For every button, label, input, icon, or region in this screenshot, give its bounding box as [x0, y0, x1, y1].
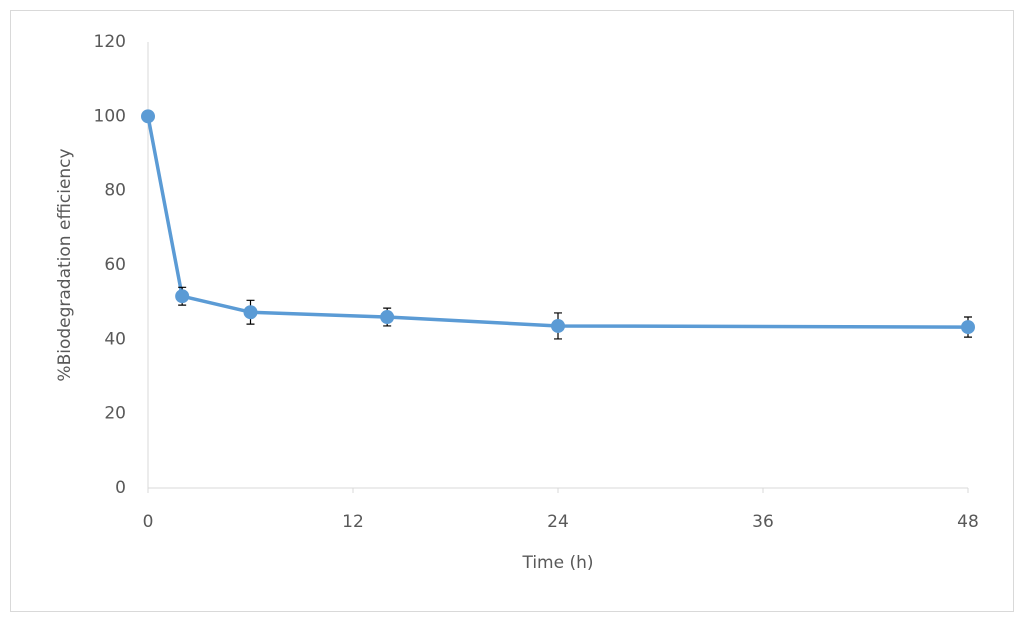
- x-tick-label: 12: [342, 512, 364, 532]
- data-point: [380, 310, 395, 325]
- y-axis-title: %Biodegradation efficiency: [55, 148, 75, 381]
- x-tick-label: 36: [752, 512, 774, 532]
- x-tick-label: 0: [143, 512, 154, 532]
- y-tick-label: 120: [94, 32, 126, 52]
- chart-border: [10, 10, 1014, 612]
- series-line: [146, 116, 969, 329]
- y-tick-label: 80: [104, 181, 126, 201]
- y-tick-label: 40: [104, 329, 126, 349]
- data-point: [551, 318, 565, 333]
- y-tick-label: 20: [104, 404, 126, 424]
- y-tick-label: 60: [104, 255, 126, 275]
- y-tick-label: 100: [94, 106, 126, 126]
- x-axis-title: Time (h): [521, 553, 593, 573]
- data-point: [175, 289, 190, 304]
- x-tick-label: 48: [957, 512, 979, 532]
- x-tick-label: 24: [547, 512, 569, 532]
- data-point: [141, 109, 155, 124]
- y-tick-label: 0: [115, 478, 126, 498]
- data-point: [243, 305, 258, 320]
- data-point: [961, 320, 975, 335]
